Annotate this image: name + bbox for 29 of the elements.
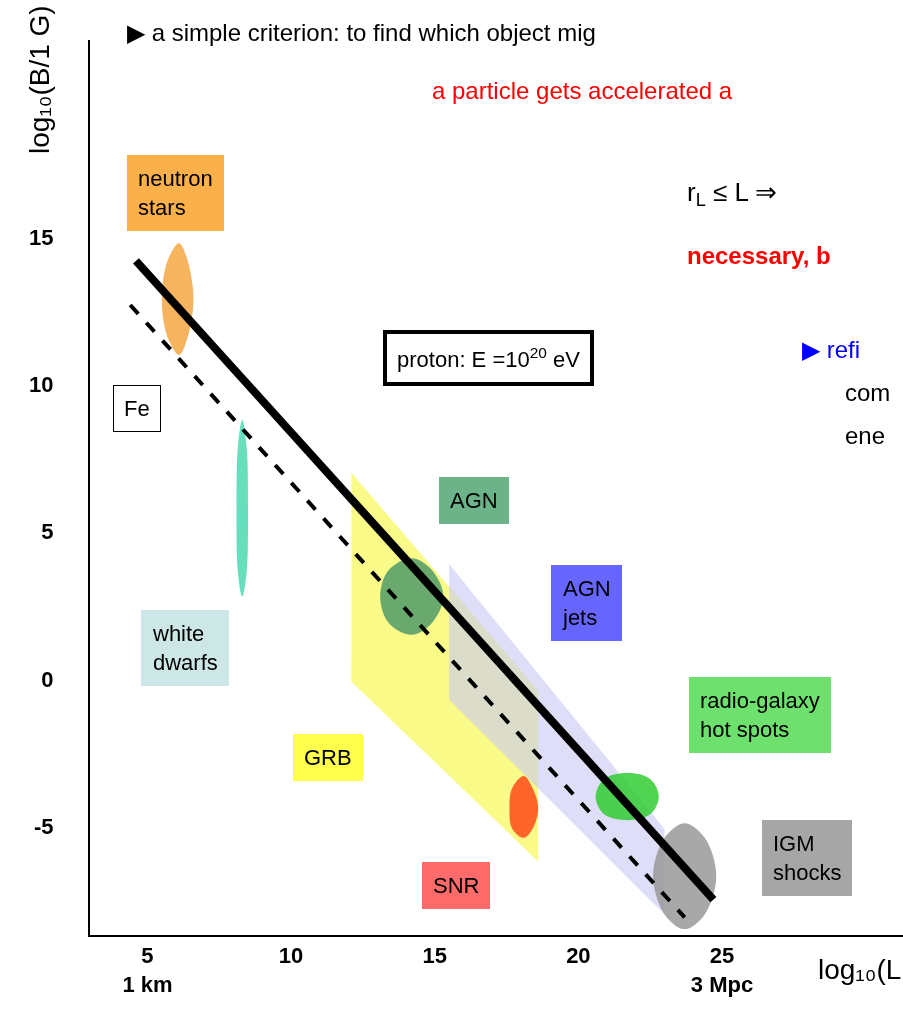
annotation: white dwarfs <box>152 621 218 675</box>
y-axis-title: log₁₀(B/1 G) <box>24 5 55 154</box>
y-tick-label: 5 <box>41 519 54 545</box>
annotation: SNR <box>433 873 480 898</box>
annotation: Fe <box>124 396 150 421</box>
annotation: necessary, b <box>687 242 831 269</box>
y-tick-label: 15 <box>29 224 54 250</box>
x-tick-label: 15 <box>422 943 447 969</box>
x-tick-label: 25 3 Mpc <box>690 943 754 997</box>
annotation: radio-galaxy hot spots <box>700 688 820 742</box>
annotation: com <box>845 379 891 406</box>
x-axis-title: log₁₀(L <box>818 954 902 985</box>
y-tick-label: 10 <box>29 372 54 398</box>
annotation: ▶ refi <box>802 336 861 363</box>
annotation: IGM shocks <box>773 831 842 885</box>
y-tick-label: -5 <box>34 813 54 839</box>
y-tick-label: 0 <box>41 666 54 692</box>
x-tick-label: 5 1 km <box>122 943 173 997</box>
annotation: r$_{L}$ ≤ L ⇒ <box>687 177 778 211</box>
annotation: neutron stars <box>138 166 213 220</box>
annotation: AGN jets <box>562 576 611 630</box>
x-tick-label: 20 <box>566 943 591 969</box>
annotation: AGN <box>450 488 498 513</box>
annotation: ▶ a simple criterion: to find which object mig <box>127 19 596 46</box>
annotation: proton: E =10$^{20}$ eV <box>397 344 581 373</box>
annotation: a particle gets accelerated a <box>432 77 733 104</box>
annotation: ene <box>845 422 886 449</box>
annotation: GRB <box>304 745 352 770</box>
x-tick-label: 10 <box>278 943 304 969</box>
